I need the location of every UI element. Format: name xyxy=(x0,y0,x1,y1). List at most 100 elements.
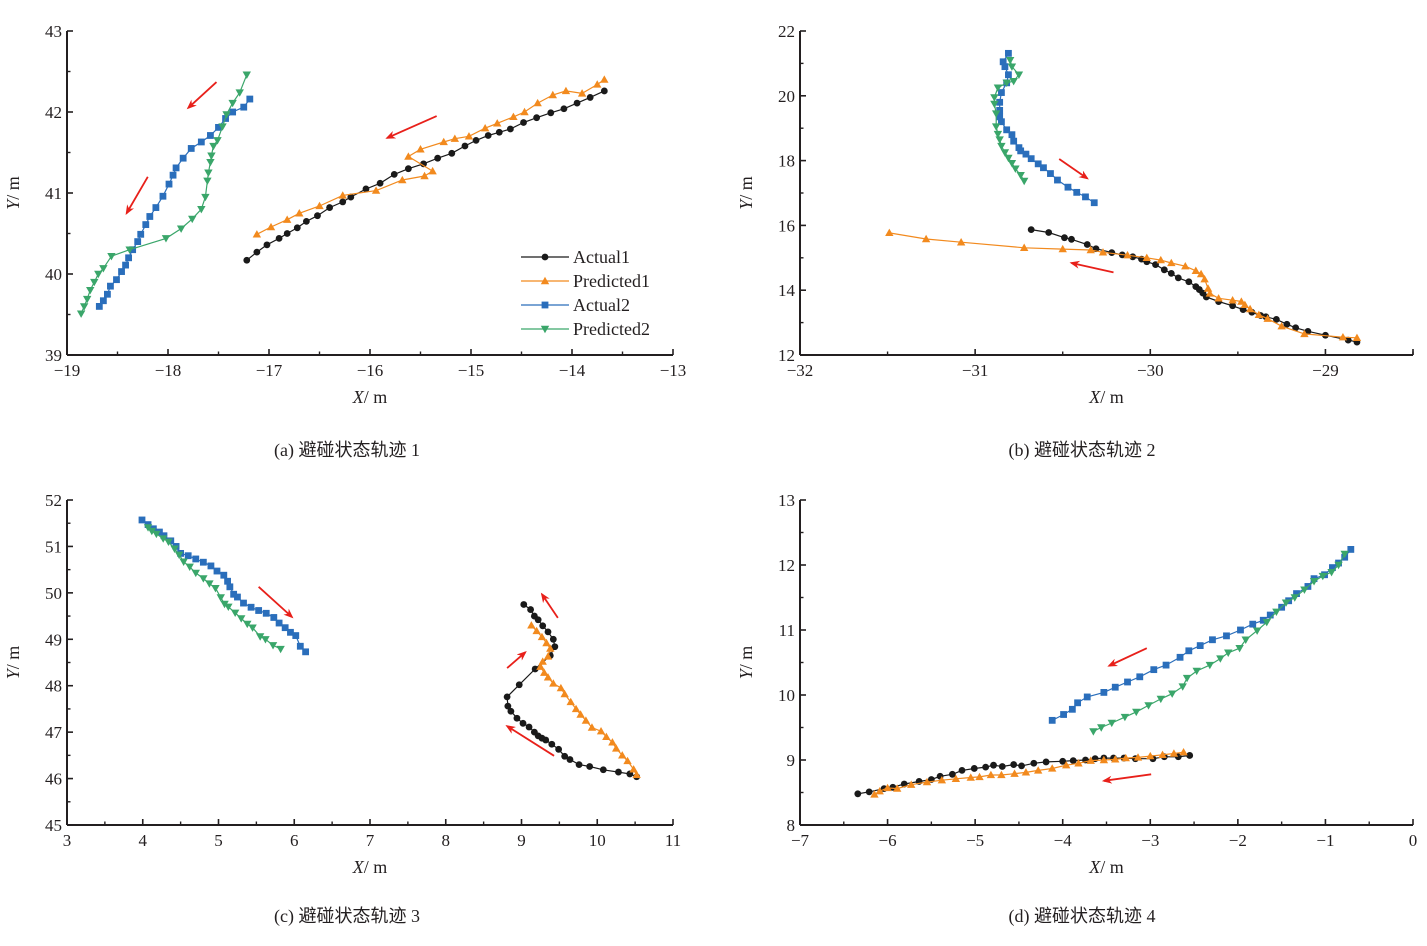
data-point-actual1 xyxy=(506,125,514,133)
y-tick-label: 16 xyxy=(778,216,795,235)
data-point-predicted2 xyxy=(86,287,95,295)
data-point-predicted2 xyxy=(1004,154,1013,163)
x-tick-label: −14 xyxy=(559,361,586,380)
x-tick-label: −29 xyxy=(1312,361,1339,380)
series-actual2 xyxy=(95,95,254,310)
data-point-predicted1 xyxy=(1200,274,1209,283)
data-point-predicted2 xyxy=(1156,695,1165,704)
data-point-actual1 xyxy=(1344,336,1352,344)
data-point-predicted1 xyxy=(1181,262,1190,270)
data-point-actual2 xyxy=(1237,626,1244,634)
data-point-actual2 xyxy=(1060,711,1067,718)
data-point-predicted1 xyxy=(1146,751,1155,760)
y-tick-label: 45 xyxy=(45,816,62,835)
data-point-actual2 xyxy=(292,632,300,639)
data-point-predicted1 xyxy=(875,787,884,795)
x-tick-label: −4 xyxy=(1054,831,1073,850)
x-tick-label: −6 xyxy=(879,831,897,850)
data-point-predicted1 xyxy=(1228,296,1237,304)
data-point-actual2 xyxy=(137,230,145,238)
data-point-actual1 xyxy=(970,765,978,772)
data-point-actual1 xyxy=(519,719,527,727)
data-point-predicted1 xyxy=(1098,248,1108,256)
data-point-predicted1 xyxy=(1048,764,1057,772)
data-point-predicted1 xyxy=(1099,755,1109,764)
data-point-actual2 xyxy=(1073,188,1081,196)
data-point-predicted1 xyxy=(560,689,569,698)
data-point-actual1 xyxy=(314,212,321,220)
direction-arrow xyxy=(125,176,149,215)
data-point-predicted1 xyxy=(870,790,879,798)
data-point-actual1 xyxy=(1018,762,1025,770)
data-point-predicted1 xyxy=(1033,766,1043,774)
data-point-predicted1 xyxy=(618,751,627,759)
data-point-actual2 xyxy=(159,192,167,200)
data-point-actual2 xyxy=(1005,71,1012,79)
x-tick-label: 5 xyxy=(214,831,223,850)
y-tick-label: 12 xyxy=(778,346,795,365)
data-point-predicted2 xyxy=(204,169,213,177)
data-point-actual2 xyxy=(1196,642,1204,649)
data-point-actual2 xyxy=(1082,193,1089,201)
data-point-actual2 xyxy=(184,552,192,560)
data-point-actual2 xyxy=(1027,155,1035,163)
data-point-predicted1 xyxy=(1352,333,1362,342)
direction-arrow xyxy=(1058,158,1089,180)
data-point-actual1 xyxy=(561,752,569,760)
data-point-actual1 xyxy=(1167,269,1175,277)
data-point-actual1 xyxy=(253,248,261,256)
data-point-actual2 xyxy=(1017,147,1025,155)
data-point-actual1 xyxy=(533,114,541,122)
data-point-predicted1 xyxy=(593,80,602,88)
data-point-actual2 xyxy=(247,603,255,611)
data-point-predicted2 xyxy=(164,538,173,546)
data-point-predicted1 xyxy=(450,134,460,142)
data-point-actual1 xyxy=(1174,274,1182,282)
data-point-predicted1 xyxy=(543,652,553,660)
data-point-actual2 xyxy=(240,599,247,607)
data-point-actual2 xyxy=(1111,683,1119,691)
data-point-actual2 xyxy=(246,95,254,103)
data-point-predicted1 xyxy=(556,683,566,692)
data-point-predicted2 xyxy=(191,569,200,578)
x-tick-label: −5 xyxy=(966,831,984,850)
y-axis-title: Y/ m xyxy=(736,176,756,210)
data-point-actual1 xyxy=(275,234,283,242)
data-point-predicted1 xyxy=(295,209,304,217)
series-line-predicted1 xyxy=(256,79,605,235)
legend: Actual1 Predicted1 Actual2 Predicted2 xyxy=(521,247,650,339)
data-point-actual1 xyxy=(504,702,512,710)
direction-arrow xyxy=(505,725,555,757)
data-point-actual1 xyxy=(1272,315,1280,323)
data-point-actual2 xyxy=(1124,678,1131,686)
data-point-predicted2 xyxy=(185,563,194,572)
data-point-actual2 xyxy=(255,607,263,614)
panel-a-caption: (a) 避碰状态轨迹 1 xyxy=(274,440,420,461)
data-point-predicted2 xyxy=(261,636,270,644)
data-point-predicted1 xyxy=(1123,251,1132,259)
data-point-actual2 xyxy=(1010,137,1018,145)
data-point-actual2 xyxy=(197,138,205,146)
panel-d: (d) 避碰状态轨迹 4 −7 −6 −5 −4 −3 −2 −1 08910111213X/… xyxy=(736,491,1417,927)
x-tick-label: 8 xyxy=(442,831,451,850)
data-point-predicted2 xyxy=(1014,71,1024,79)
series-line-actual2 xyxy=(98,98,251,307)
x-tick-label: −31 xyxy=(962,361,989,380)
data-point-actual2 xyxy=(187,145,195,152)
x-axis-title-var: X xyxy=(352,857,365,877)
data-point-actual2 xyxy=(207,562,215,570)
series-actual2 xyxy=(996,49,1098,207)
legend-item-actual2: Actual2 xyxy=(521,295,630,315)
data-point-predicted1 xyxy=(548,90,558,99)
x-axis-title-unit: / m xyxy=(1100,387,1124,407)
data-point-predicted2 xyxy=(211,585,220,593)
data-point-actual2 xyxy=(234,593,241,601)
data-point-actual1 xyxy=(534,616,542,624)
data-point-actual1 xyxy=(599,766,607,774)
y-axis-title-unit: / m xyxy=(736,646,756,670)
data-point-predicted2 xyxy=(1334,561,1343,570)
data-point-predicted2 xyxy=(152,530,161,539)
data-point-actual2 xyxy=(1047,170,1054,177)
